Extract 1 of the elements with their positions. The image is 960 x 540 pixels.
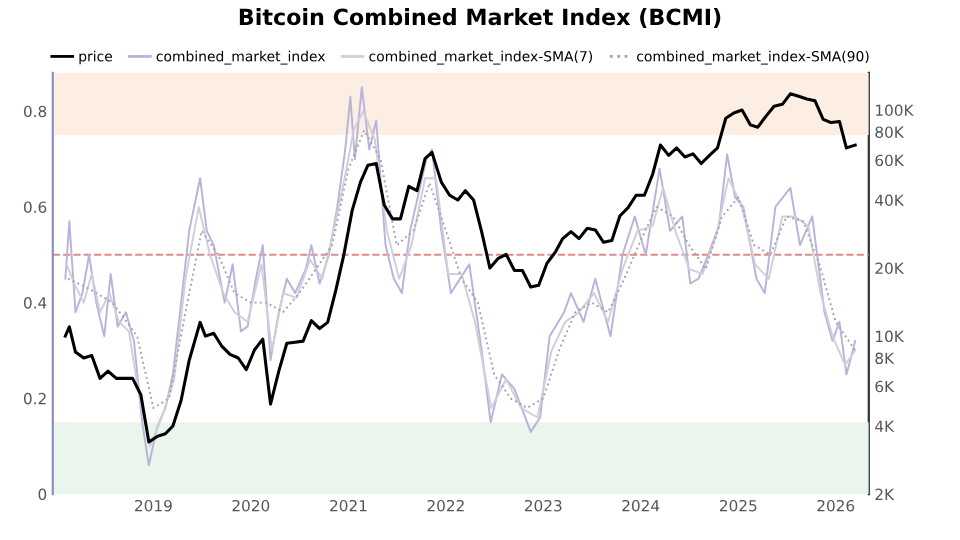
chart-title: Bitcoin Combined Market Index (BCMI) — [239, 8, 721, 28]
